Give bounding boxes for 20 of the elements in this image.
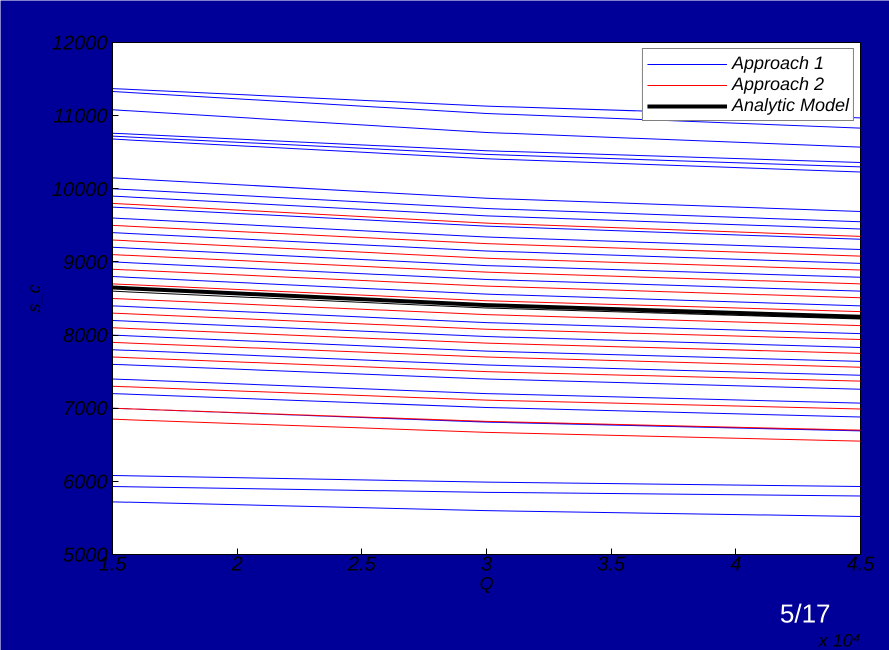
y-tick-label: 9000 [63,252,108,274]
y-tick-label: 8000 [63,325,108,348]
x-tick-label: 4 [730,554,742,576]
legend-label: Analytic Model [732,95,849,116]
y-tick-label: 11000 [53,106,108,128]
legend-label: Approach 1 [732,53,824,74]
x-tick-label: 2.5 [346,554,377,576]
y-axis-title: s_c [24,284,44,313]
x-tick-label: 3 [480,554,492,576]
x-tick-label: 3.5 [597,554,626,576]
y-tick-label: 7000 [63,398,108,420]
text: x 10⁴ [818,630,861,650]
y-tick-label: 6000 [63,471,108,494]
x-tick-label: 2 [230,554,243,576]
x-tick-label: 4.5 [846,554,876,576]
x-axis-title: Q [480,574,494,594]
y-tick-label: 12000 [52,32,108,54]
y-tick-label: 10000 [52,178,108,201]
legend-label: Approach 2 [732,74,824,95]
text: 5/17 [780,598,831,628]
